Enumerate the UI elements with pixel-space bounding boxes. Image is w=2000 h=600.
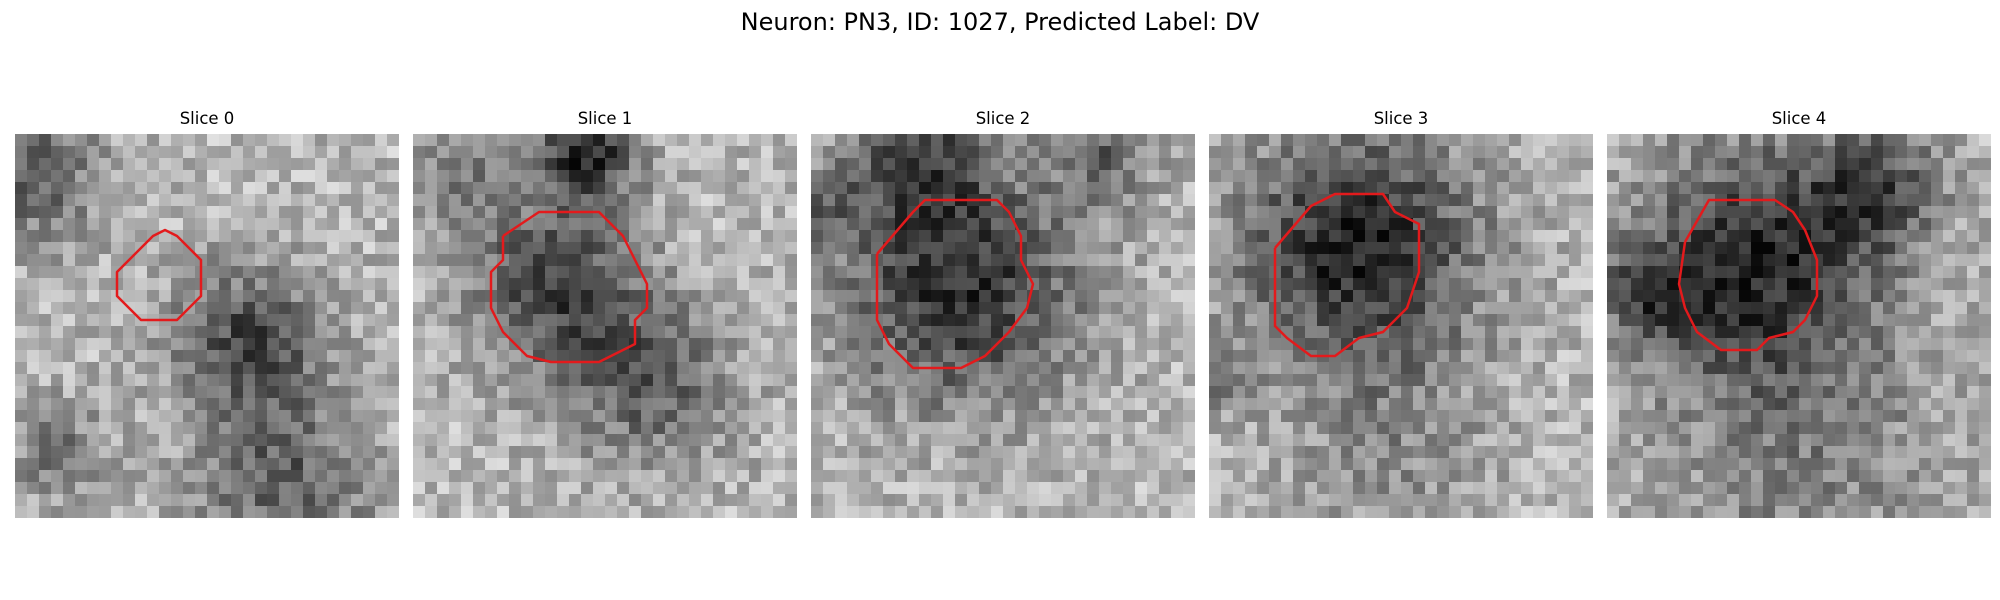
microscopy-image xyxy=(1607,134,1991,518)
slice-panel-3: Slice 3 xyxy=(1209,108,1593,518)
intensity-image xyxy=(413,134,797,518)
figure-title: Neuron: PN3, ID: 1027, Predicted Label: … xyxy=(740,8,1260,36)
roi-contour xyxy=(875,198,1035,370)
contour-line xyxy=(1677,198,1819,352)
slice-title: Slice 0 xyxy=(179,109,235,128)
slice-title: Slice 3 xyxy=(1373,109,1429,128)
slice-title: Slice 1 xyxy=(577,109,633,128)
contour-line xyxy=(875,198,1035,370)
roi-contour xyxy=(115,228,203,322)
contour-line xyxy=(1273,192,1421,358)
slice-panel-1: Slice 1 xyxy=(413,108,797,518)
slice-panel-0: Slice 0 xyxy=(15,108,399,518)
slice-panel-4: Slice 4 xyxy=(1607,108,1991,518)
microscopy-image xyxy=(413,134,797,518)
contour-line xyxy=(115,228,203,322)
slice-title: Slice 4 xyxy=(1771,109,1827,128)
intensity-image xyxy=(811,134,1195,518)
slice-panel-2: Slice 2 xyxy=(811,108,1195,518)
roi-contour xyxy=(489,210,649,364)
intensity-image xyxy=(15,134,399,518)
roi-contour xyxy=(1677,198,1819,352)
intensity-image xyxy=(1209,134,1593,518)
contour-line xyxy=(489,210,649,364)
roi-contour xyxy=(1273,192,1421,358)
microscopy-image xyxy=(15,134,399,518)
slice-title: Slice 2 xyxy=(975,109,1031,128)
microscopy-image xyxy=(811,134,1195,518)
microscopy-image xyxy=(1209,134,1593,518)
